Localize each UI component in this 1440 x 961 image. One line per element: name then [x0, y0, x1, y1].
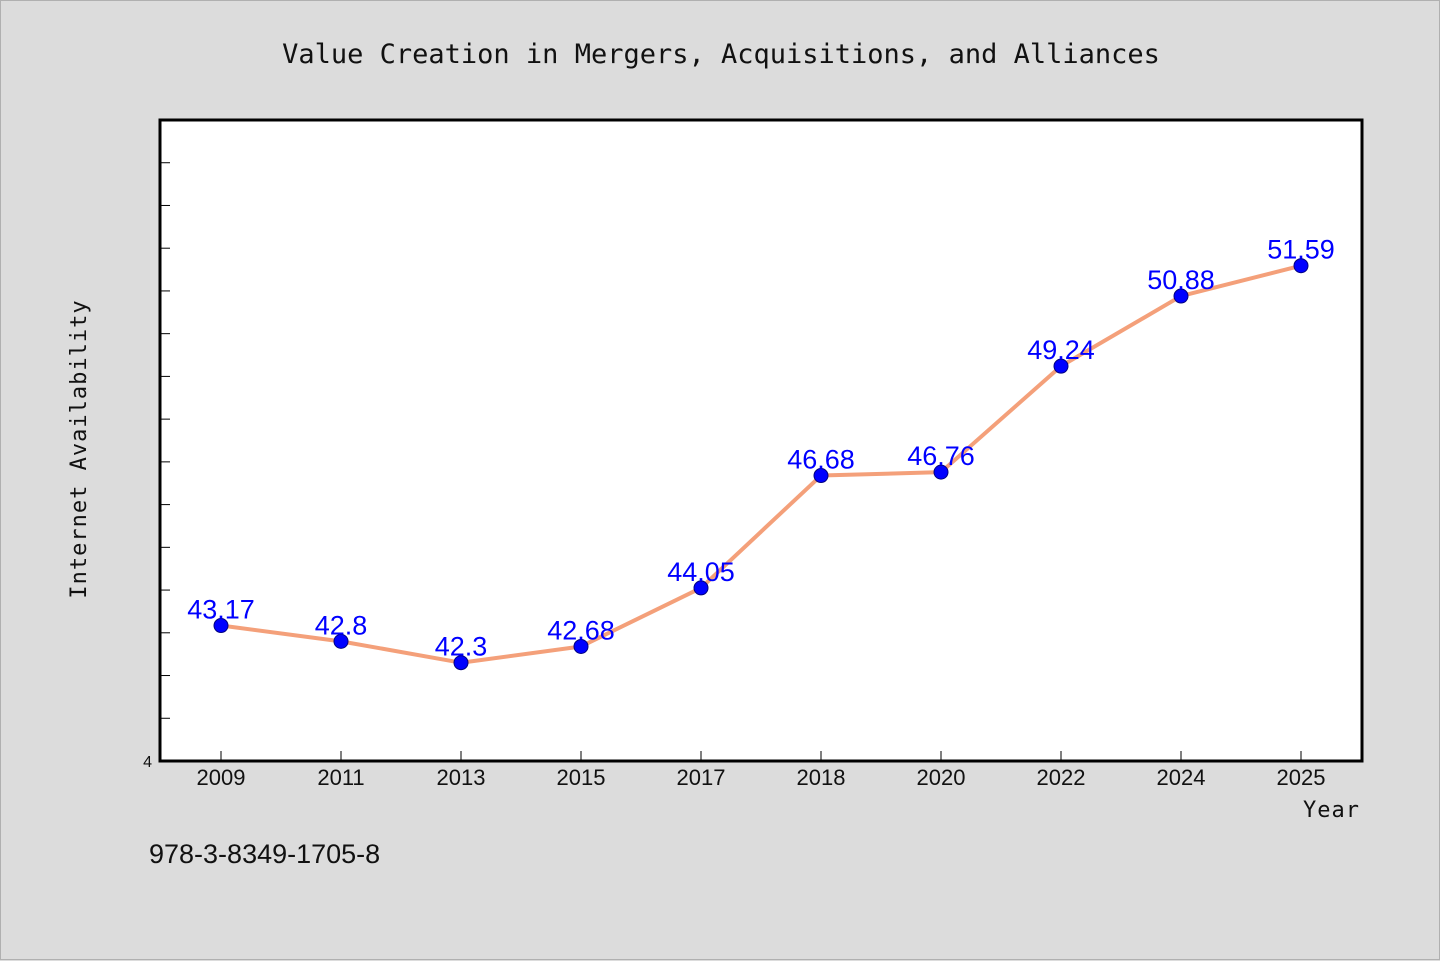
x-tick-label: 2024	[1157, 765, 1206, 790]
data-point	[333, 633, 349, 649]
x-tick-label: 2015	[557, 765, 606, 790]
y-axis-label: Internet Availability	[67, 299, 92, 598]
series-line	[219, 263, 1303, 665]
data-point	[693, 580, 709, 596]
x-tick-label: 2011	[317, 765, 364, 790]
data-label: 42.8	[315, 610, 368, 640]
x-tick-label: 2017	[677, 765, 726, 790]
data-point	[213, 618, 229, 634]
data-label: 51.59	[1267, 235, 1335, 265]
data-label: 42.68	[547, 615, 615, 645]
y-axis-ticks: 4	[143, 162, 170, 771]
x-axis-ticks: 2009 2011 2013 2015 2017 2018 2020 2022 2024 2025	[197, 751, 1326, 790]
series-group	[219, 263, 1303, 665]
data-point	[813, 468, 829, 484]
data-point	[1293, 258, 1309, 274]
data-label: 46.76	[907, 441, 975, 471]
plot-area	[158, 118, 1364, 763]
x-tick-label: 2013	[437, 765, 486, 790]
y-tick-label: 4	[143, 754, 152, 771]
x-tick-label: 2018	[797, 765, 846, 790]
data-label: 49.24	[1027, 335, 1095, 365]
data-point	[1173, 288, 1189, 304]
x-tick-label: 2025	[1277, 765, 1326, 790]
data-label: 42.3	[435, 632, 488, 662]
data-point	[933, 464, 949, 480]
footer-code: 978-3-8349-1705-8	[149, 839, 380, 869]
data-label: 50.88	[1147, 265, 1215, 295]
x-tick-label: 2022	[1037, 765, 1086, 790]
chart-title: Value Creation in Mergers, Acquisitions,…	[282, 39, 1160, 70]
data-label: 43.17	[187, 595, 255, 625]
markers-group	[213, 258, 1309, 671]
x-tick-label: 2020	[917, 765, 966, 790]
x-tick-label: 2009	[197, 765, 246, 790]
x-axis-label: Year	[1303, 798, 1360, 823]
data-point	[1053, 358, 1069, 374]
data-label: 46.68	[787, 445, 855, 475]
data-label: 44.05	[667, 557, 735, 587]
data-point	[573, 638, 589, 654]
data-point	[453, 655, 469, 671]
data-labels-group: 43.17 42.8 42.3 42.68 44.05 46.68 46.76 49.24 50…	[187, 235, 1335, 662]
